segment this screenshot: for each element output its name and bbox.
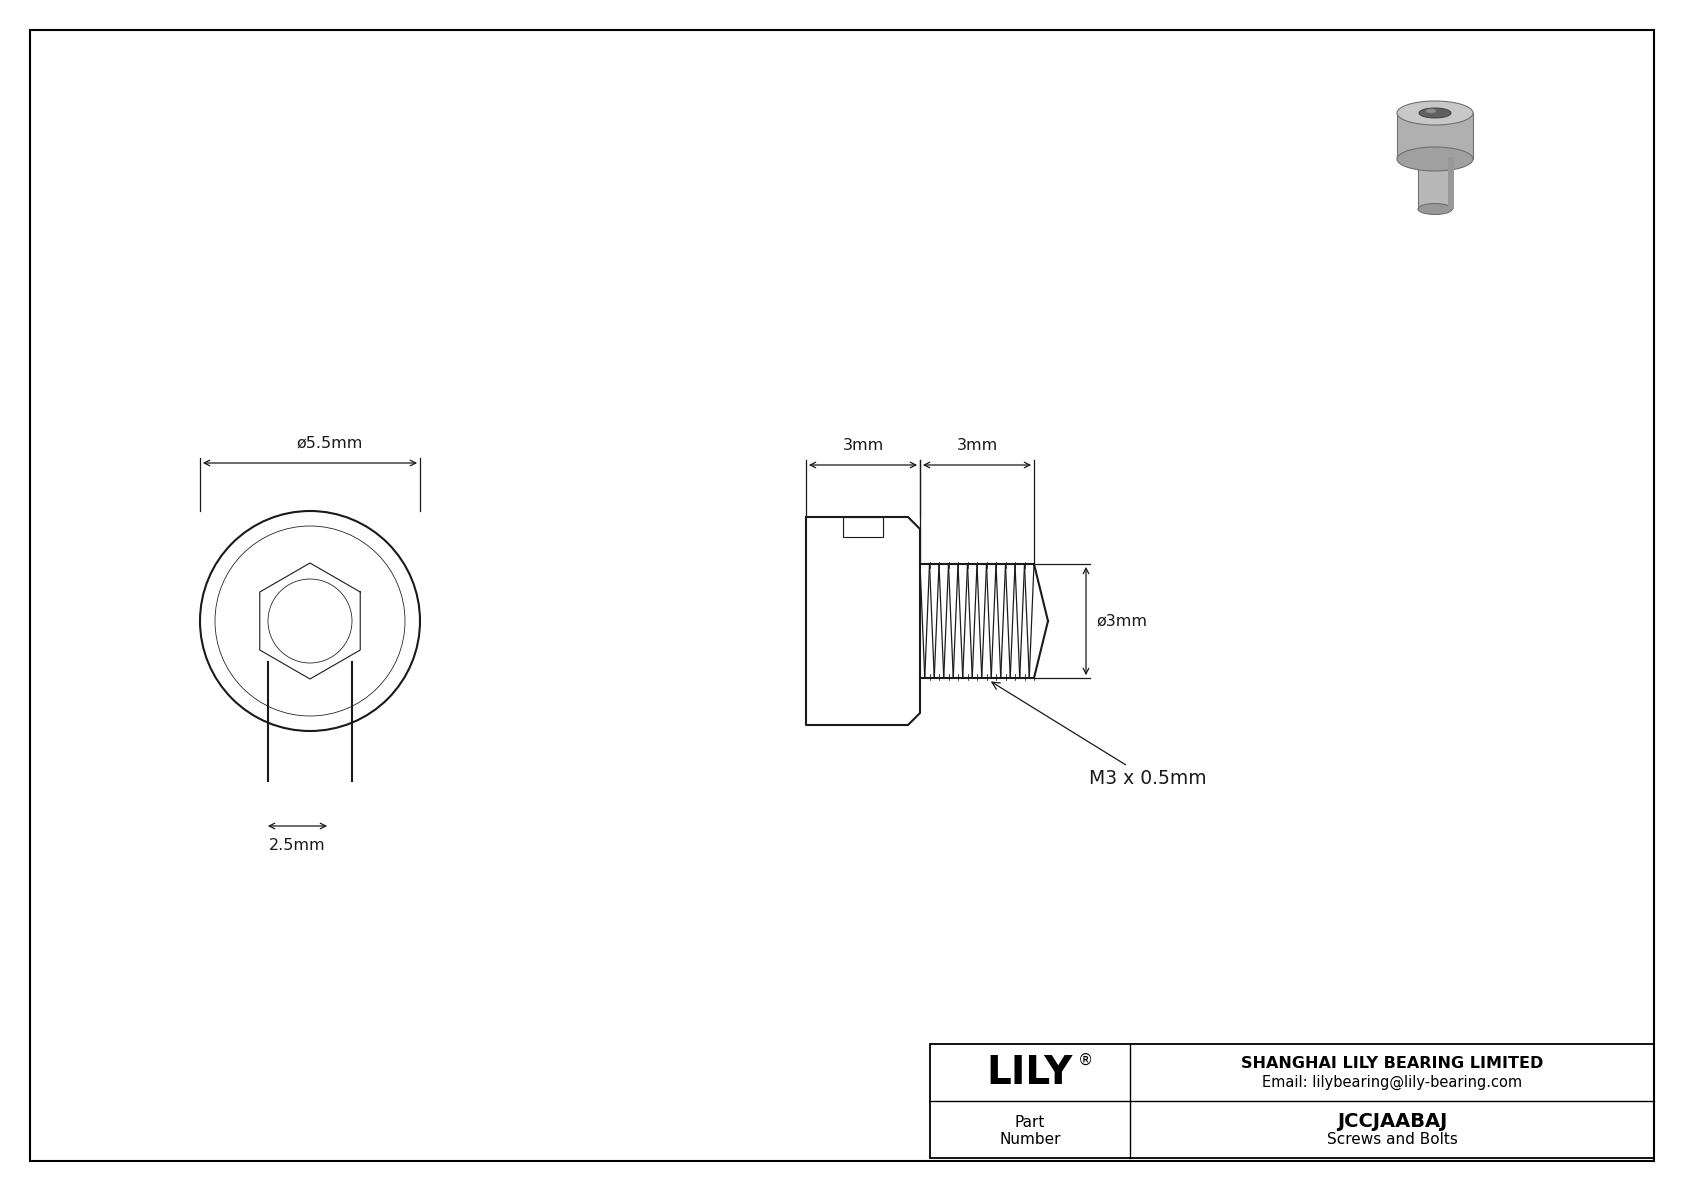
- Ellipse shape: [1398, 146, 1474, 172]
- Text: LILY: LILY: [987, 1054, 1073, 1091]
- Ellipse shape: [1426, 110, 1436, 113]
- Bar: [844, 517, 882, 537]
- Text: M3 x 0.5mm: M3 x 0.5mm: [992, 682, 1207, 788]
- Text: ø3mm: ø3mm: [1096, 613, 1147, 629]
- Text: 3mm: 3mm: [842, 438, 884, 453]
- Ellipse shape: [1398, 101, 1474, 125]
- Bar: [1398, 113, 1474, 160]
- Text: Screws and Bolts: Screws and Bolts: [1327, 1133, 1457, 1147]
- Text: 3mm: 3mm: [957, 438, 997, 453]
- Text: Email: lilybearing@lily-bearing.com: Email: lilybearing@lily-bearing.com: [1261, 1075, 1522, 1091]
- Text: ®: ®: [1078, 1053, 1093, 1067]
- Text: Part: Part: [1015, 1115, 1046, 1130]
- Text: SHANGHAI LILY BEARING LIMITED: SHANGHAI LILY BEARING LIMITED: [1241, 1056, 1543, 1071]
- Text: JCCJAABAJ: JCCJAABAJ: [1337, 1112, 1447, 1131]
- Text: Number: Number: [999, 1133, 1061, 1147]
- Ellipse shape: [1420, 108, 1452, 118]
- Bar: [1448, 157, 1453, 208]
- Ellipse shape: [1418, 204, 1452, 214]
- Bar: [930, 1045, 1654, 1158]
- Text: ø5.5mm: ø5.5mm: [296, 436, 364, 451]
- Text: 2.5mm: 2.5mm: [269, 838, 325, 853]
- Bar: [1418, 157, 1452, 208]
